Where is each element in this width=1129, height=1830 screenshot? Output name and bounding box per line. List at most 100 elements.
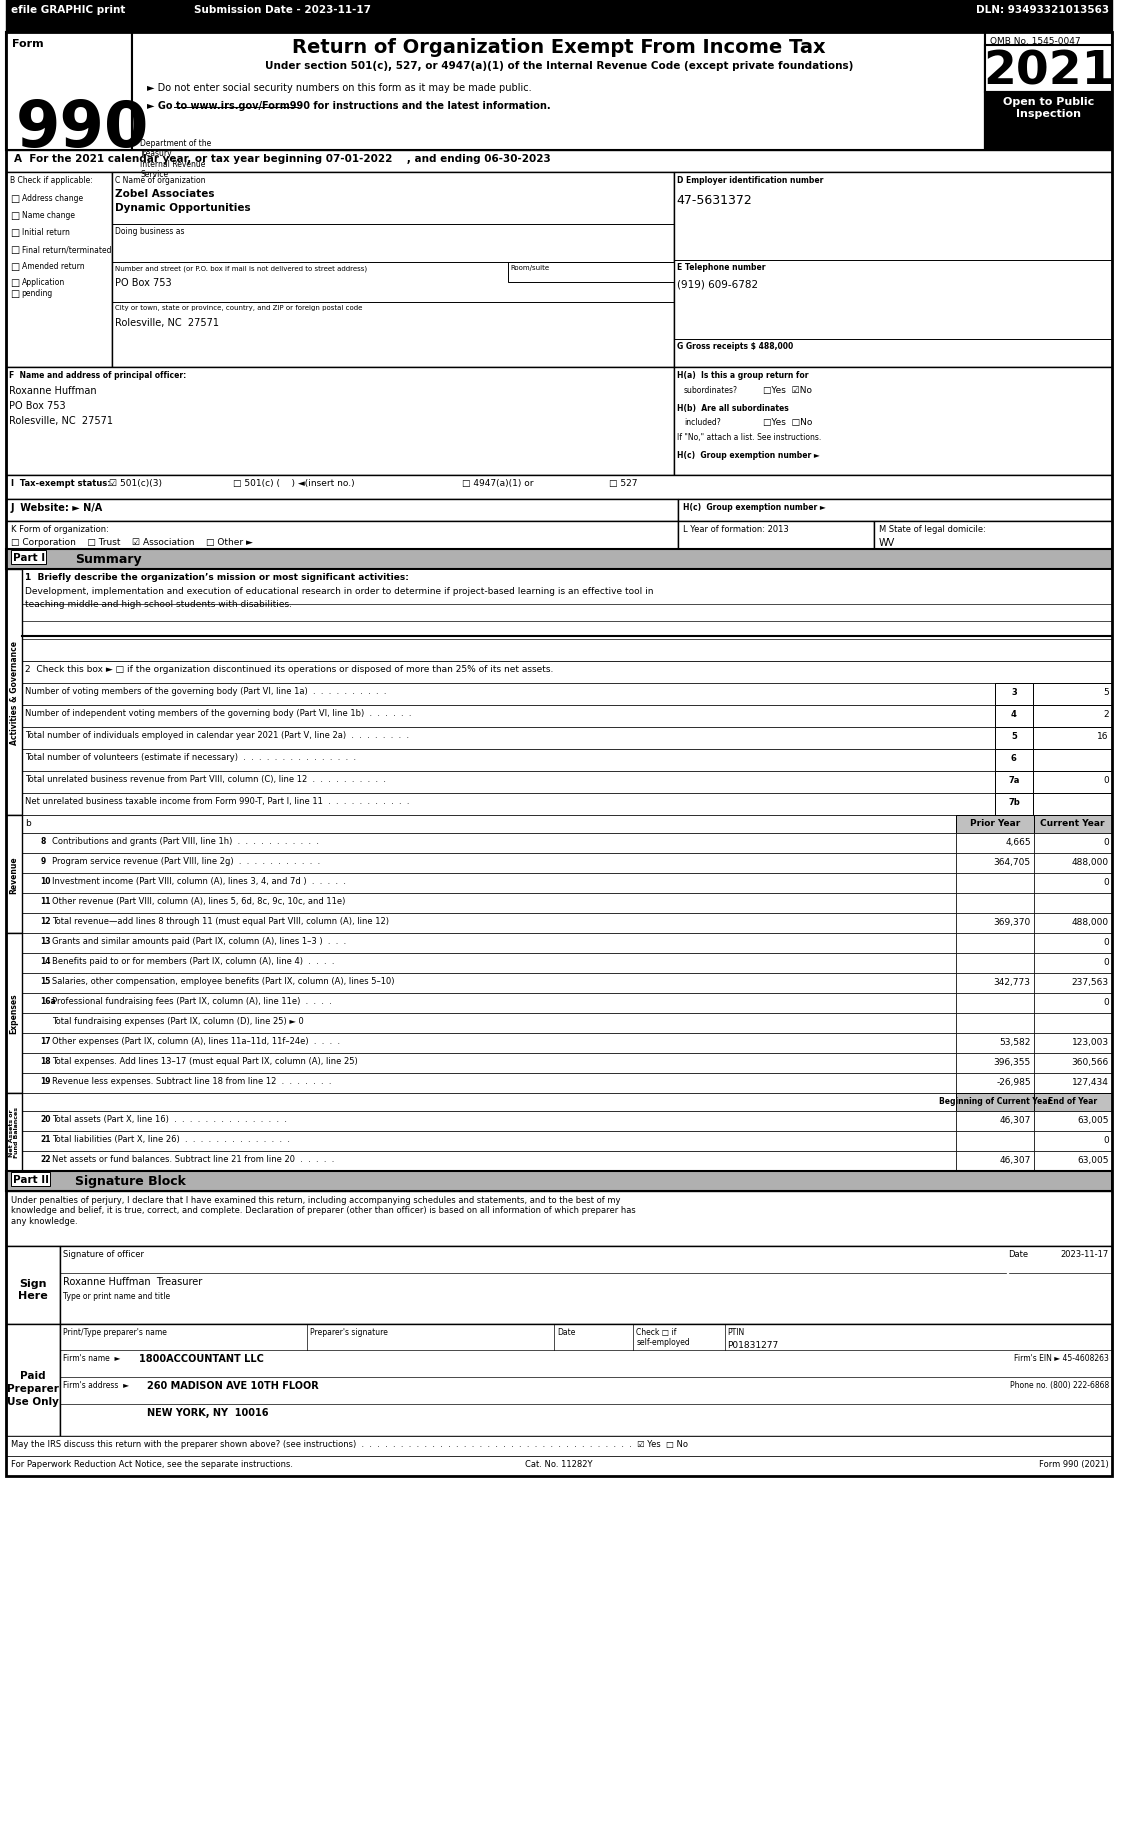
Bar — [23, 750, 995, 772]
Bar — [23, 1054, 955, 1074]
Text: □: □ — [10, 194, 19, 203]
Bar — [677, 500, 1112, 522]
Text: 14: 14 — [41, 957, 51, 966]
Bar — [874, 522, 1112, 549]
Bar — [23, 1111, 955, 1131]
Text: Net Assets or
Fund Balances: Net Assets or Fund Balances — [9, 1107, 19, 1158]
Text: 2: 2 — [1103, 710, 1109, 719]
Bar — [1034, 1151, 1112, 1171]
Bar — [6, 368, 674, 476]
Bar — [955, 1074, 1034, 1093]
Bar — [955, 1054, 1034, 1074]
Text: Name change: Name change — [21, 210, 75, 220]
Bar — [1034, 1014, 1112, 1034]
Text: Beginning of Current Year: Beginning of Current Year — [938, 1096, 1051, 1105]
Text: Final return/terminated: Final return/terminated — [21, 245, 111, 254]
Text: Initial return: Initial return — [21, 229, 69, 236]
Text: Expenses: Expenses — [9, 994, 18, 1034]
Text: Total liabilities (Part X, line 26)  .  .  .  .  .  .  .  .  .  .  .  .  .  .: Total liabilities (Part X, line 26) . . … — [52, 1135, 290, 1144]
Text: Total assets (Part X, line 16)  .  .  .  .  .  .  .  .  .  .  .  .  .  .  .: Total assets (Part X, line 16) . . . . .… — [52, 1114, 287, 1124]
Bar — [1034, 1034, 1112, 1054]
Text: D Employer identification number: D Employer identification number — [677, 176, 823, 185]
Bar — [1034, 1131, 1112, 1151]
Bar — [6, 1246, 60, 1325]
Text: Rolesville, NC  27571: Rolesville, NC 27571 — [115, 318, 219, 328]
Text: b: b — [26, 818, 32, 827]
Bar — [6, 933, 23, 1093]
Bar — [1034, 974, 1112, 994]
Bar — [23, 893, 955, 913]
Text: Preparer: Preparer — [7, 1383, 59, 1393]
Bar — [1034, 994, 1112, 1014]
Text: Total unrelated business revenue from Part VIII, column (C), line 12  .  .  .  .: Total unrelated business revenue from Pa… — [26, 774, 386, 783]
Bar — [995, 772, 1033, 794]
Bar — [986, 93, 1112, 150]
Text: pending: pending — [21, 289, 53, 298]
Text: Application: Application — [21, 278, 64, 287]
Text: 990: 990 — [16, 99, 149, 159]
Text: G Gross receipts $ 488,000: G Gross receipts $ 488,000 — [677, 342, 793, 351]
Text: 5: 5 — [1103, 688, 1109, 697]
Text: 0: 0 — [1103, 878, 1109, 886]
Text: A  For the 2021 calendar year, or tax year beginning 07-01-2022    , and ending : A For the 2021 calendar year, or tax yea… — [14, 154, 550, 165]
Bar — [986, 46, 1112, 93]
Text: included?: included? — [684, 417, 720, 426]
Text: 5: 5 — [1010, 732, 1017, 741]
Bar — [674, 172, 1112, 368]
Bar — [6, 33, 1112, 1477]
Bar — [1033, 728, 1112, 750]
Text: Open to Public
Inspection: Open to Public Inspection — [1003, 97, 1094, 119]
Bar — [132, 33, 986, 150]
Text: M State of legal domicile:: M State of legal domicile: — [878, 525, 986, 534]
Text: Revenue less expenses. Subtract line 18 from line 12  .  .  .  .  .  .  .: Revenue less expenses. Subtract line 18 … — [52, 1076, 332, 1085]
Bar — [6, 500, 677, 522]
Text: Check □ if
self-employed: Check □ if self-employed — [637, 1327, 690, 1347]
Text: 342,773: 342,773 — [994, 977, 1031, 986]
Text: Return of Organization Exempt From Income Tax: Return of Organization Exempt From Incom… — [292, 38, 825, 57]
Bar — [6, 33, 132, 150]
Bar — [60, 1325, 1112, 1437]
Bar — [6, 1457, 1112, 1477]
Bar — [955, 1111, 1034, 1131]
Bar — [1034, 833, 1112, 853]
Text: □ Corporation    □ Trust    ☑ Association    □ Other ►: □ Corporation □ Trust ☑ Association □ Ot… — [10, 538, 253, 547]
Text: 364,705: 364,705 — [994, 858, 1031, 867]
Text: Contributions and grants (Part VIII, line 1h)  .  .  .  .  .  .  .  .  .  .  .: Contributions and grants (Part VIII, lin… — [52, 836, 320, 845]
Text: City or town, state or province, country, and ZIP or foreign postal code: City or town, state or province, country… — [115, 306, 362, 311]
Bar — [955, 816, 1034, 833]
Text: B Check if applicable:: B Check if applicable: — [10, 176, 93, 185]
Bar — [23, 953, 955, 974]
Bar — [6, 1171, 1112, 1191]
Bar — [1033, 794, 1112, 816]
Text: 22: 22 — [41, 1155, 51, 1164]
Text: 63,005: 63,005 — [1077, 1155, 1109, 1164]
Text: K Form of organization:: K Form of organization: — [10, 525, 108, 534]
Text: 3: 3 — [1012, 688, 1017, 697]
Bar — [955, 893, 1034, 913]
Bar — [23, 728, 995, 750]
Bar — [1034, 816, 1112, 833]
Text: □Yes  ☑No: □Yes ☑No — [763, 386, 812, 395]
Bar — [23, 772, 995, 794]
Text: 7a: 7a — [1008, 776, 1019, 785]
Text: Investment income (Part VIII, column (A), lines 3, 4, and 7d )  .  .  .  .  .: Investment income (Part VIII, column (A)… — [52, 877, 347, 886]
Text: Current Year: Current Year — [1041, 818, 1105, 827]
Text: Benefits paid to or for members (Part IX, column (A), line 4)  .  .  .  .: Benefits paid to or for members (Part IX… — [52, 957, 334, 966]
Bar — [508, 264, 674, 284]
Text: PO Box 753: PO Box 753 — [115, 278, 172, 287]
Bar — [60, 1246, 1112, 1325]
Text: 4,665: 4,665 — [1005, 838, 1031, 847]
Text: 0: 0 — [1103, 776, 1109, 785]
Bar — [955, 1151, 1034, 1171]
Bar — [23, 1151, 955, 1171]
Text: 1800ACCOUNTANT LLC: 1800ACCOUNTANT LLC — [139, 1352, 264, 1363]
Bar — [23, 1093, 955, 1111]
Text: Number of independent voting members of the governing body (Part VI, line 1b)  .: Number of independent voting members of … — [26, 708, 412, 717]
Text: 0: 0 — [1103, 937, 1109, 946]
Bar — [1033, 684, 1112, 706]
Text: □: □ — [10, 262, 19, 273]
Bar — [23, 1074, 955, 1093]
Bar — [1034, 1111, 1112, 1131]
Bar — [1034, 893, 1112, 913]
Text: 488,000: 488,000 — [1071, 917, 1109, 926]
